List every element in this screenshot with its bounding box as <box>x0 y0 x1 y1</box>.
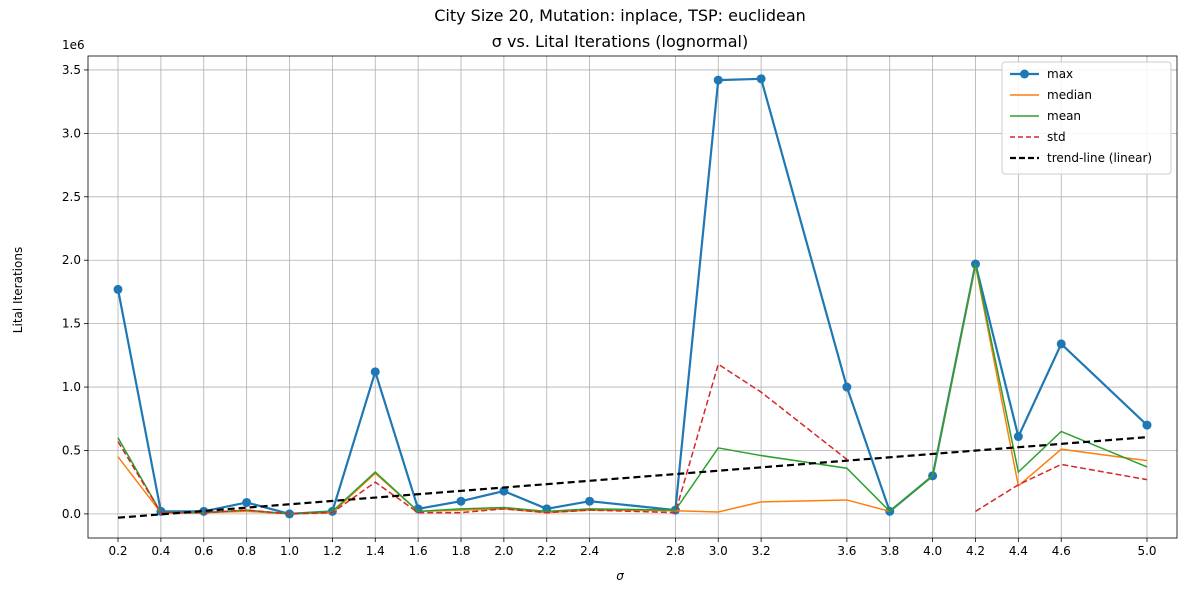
x-tick-label: 4.4 <box>1009 544 1028 558</box>
x-tick-label: 2.8 <box>666 544 685 558</box>
ticks-group: 0.2 0.4 0.6 0.8 1.0 1.2 1.4 1.6 1.8 2.0 2.2 2.4 2.8 3… <box>62 63 1157 558</box>
x-tick-label: 3.8 <box>880 544 899 558</box>
y-tick-label: 1.0 <box>62 380 81 394</box>
series-line <box>117 265 1148 515</box>
x-tick-label: 2.2 <box>537 544 556 558</box>
y-tick-label: 0.5 <box>62 443 81 457</box>
plot-frame <box>87 55 1178 539</box>
data-point <box>370 367 380 377</box>
x-tick-label: 4.2 <box>966 544 985 558</box>
series-line <box>116 77 1148 516</box>
x-tick-label: 0.8 <box>237 544 256 558</box>
x-tick-label: 4.0 <box>923 544 942 558</box>
legend-box <box>1001 61 1172 175</box>
data-point <box>242 497 252 507</box>
series-line <box>117 436 1148 519</box>
x-tick-label: 1.4 <box>366 544 385 558</box>
series-line <box>975 463 1148 513</box>
grid <box>88 56 1177 538</box>
legend: max median mean std trend-line (linear) <box>1001 61 1172 175</box>
y-offset-label: 1e6 <box>62 38 85 52</box>
legend-marker <box>1020 69 1029 79</box>
x-tick-label: 2.4 <box>580 544 599 558</box>
x-tick-label: 0.6 <box>194 544 213 558</box>
axes <box>87 55 1178 539</box>
series-line <box>117 263 1148 515</box>
chart-title: City Size 20, Mutation: inplace, TSP: eu… <box>434 6 806 25</box>
series-group <box>113 74 1152 519</box>
data-point <box>842 382 852 392</box>
legend-label: median <box>1047 88 1092 102</box>
y-tick-label: 3.5 <box>62 63 81 77</box>
x-tick-label: 3.6 <box>837 544 856 558</box>
y-tick-label: 2.0 <box>62 253 81 267</box>
data-point <box>756 74 766 84</box>
x-tick-label: 1.8 <box>451 544 470 558</box>
legend-label: trend-line (linear) <box>1047 151 1152 165</box>
x-tick-label: 3.0 <box>709 544 728 558</box>
series-line <box>117 363 848 515</box>
legend-label: max <box>1047 67 1073 81</box>
series-std <box>117 363 1148 515</box>
x-tick-label: 1.6 <box>409 544 428 558</box>
series-median <box>117 265 1148 515</box>
legend-label: std <box>1047 130 1066 144</box>
series-mean <box>117 263 1148 515</box>
y-tick-label: 1.5 <box>62 317 81 331</box>
data-point <box>1013 432 1023 442</box>
y-tick-label: 2.5 <box>62 190 81 204</box>
x-tick-label: 0.4 <box>151 544 170 558</box>
y-tick-label: 0.0 <box>62 507 81 521</box>
chart-subtitle: σ vs. Lital Iterations (lognormal) <box>492 32 748 51</box>
x-tick-label: 2.0 <box>494 544 513 558</box>
x-tick-label: 1.2 <box>323 544 342 558</box>
data-point <box>199 506 209 516</box>
data-point <box>713 75 723 85</box>
data-point <box>585 496 595 506</box>
data-point <box>1056 339 1066 349</box>
series-trend-line-linear- <box>117 436 1148 519</box>
data-point <box>499 486 509 496</box>
y-axis-label: Lital Iterations <box>11 247 25 333</box>
y-tick-label: 3.0 <box>62 126 81 140</box>
x-tick-label: 4.6 <box>1052 544 1071 558</box>
x-tick-label: 3.2 <box>752 544 771 558</box>
x-tick-label: 1.0 <box>280 544 299 558</box>
series-max <box>113 74 1152 519</box>
data-point <box>1142 420 1152 430</box>
data-point <box>113 284 123 294</box>
data-point <box>456 496 466 506</box>
x-axis-label: σ <box>616 569 624 583</box>
x-tick-label: 0.2 <box>108 544 127 558</box>
x-tick-label: 5.0 <box>1137 544 1156 558</box>
legend-label: mean <box>1047 109 1081 123</box>
